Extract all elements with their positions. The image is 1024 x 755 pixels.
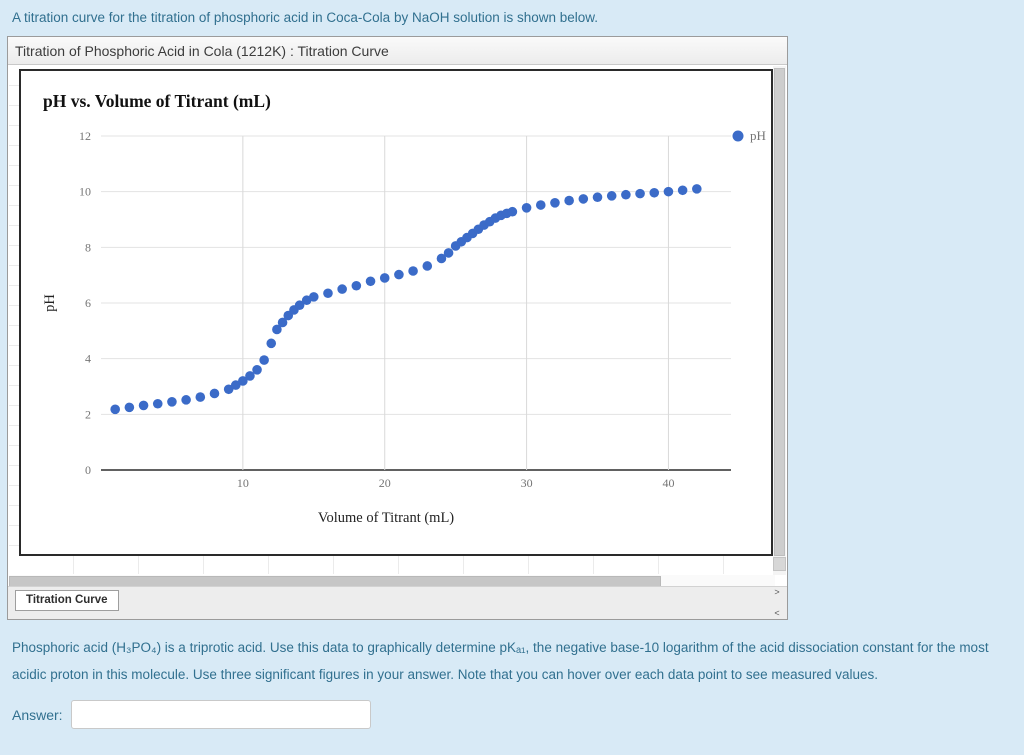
data-point[interactable] xyxy=(635,188,645,199)
data-point[interactable] xyxy=(351,280,362,291)
answer-input[interactable] xyxy=(70,700,371,729)
data-point[interactable] xyxy=(167,397,177,407)
data-point[interactable] xyxy=(535,200,546,210)
data-point[interactable] xyxy=(138,400,149,411)
data-point[interactable] xyxy=(272,324,282,335)
sheet-tab-bar: Titration Curve > < xyxy=(8,586,787,619)
answer-label: Answer: xyxy=(12,706,63,723)
data-point[interactable] xyxy=(181,395,191,405)
x-axis-title: Volume of Titrant (mL) xyxy=(318,510,454,526)
data-point[interactable] xyxy=(195,392,206,402)
data-point[interactable] xyxy=(323,288,333,299)
legend-label: pH xyxy=(750,128,766,143)
vertical-scrollbar[interactable] xyxy=(773,66,786,575)
data-point[interactable] xyxy=(266,338,277,349)
x-tick-label: 10 xyxy=(237,476,249,490)
data-point[interactable] xyxy=(507,206,518,217)
data-point[interactable] xyxy=(521,203,532,213)
data-point[interactable] xyxy=(621,189,631,200)
legend-marker-icon xyxy=(732,130,744,142)
y-tick-label: 10 xyxy=(79,185,91,199)
data-point[interactable] xyxy=(649,187,660,198)
data-point[interactable] xyxy=(436,253,447,264)
intro-text: A titration curve for the titration of p… xyxy=(12,10,599,25)
spreadsheet-column-lines xyxy=(9,556,775,574)
vertical-scrollbar-thumb[interactable] xyxy=(774,68,785,556)
data-point[interactable] xyxy=(550,198,560,208)
data-point[interactable] xyxy=(230,380,241,390)
data-point[interactable] xyxy=(124,402,135,413)
answer-row: Answer: xyxy=(12,700,371,729)
data-point[interactable] xyxy=(259,355,269,365)
data-point[interactable] xyxy=(677,185,688,196)
y-tick-label: 4 xyxy=(85,352,91,366)
y-tick-label: 0 xyxy=(85,463,91,477)
x-tick-label: 30 xyxy=(521,476,533,490)
y-tick-label: 6 xyxy=(85,296,91,310)
window-title: Titration of Phosphoric Acid in Cola (12… xyxy=(15,42,389,59)
question-text: Phosphoric acid (H₃PO₄) is a triprotic a… xyxy=(12,640,989,682)
data-point[interactable] xyxy=(692,184,702,194)
data-point[interactable] xyxy=(294,300,305,311)
y-tick-label: 12 xyxy=(79,129,91,143)
data-point[interactable] xyxy=(408,266,418,276)
tab-scroll-left-icon[interactable]: < xyxy=(774,608,780,618)
data-point[interactable] xyxy=(379,273,390,283)
scrollbar-corner xyxy=(773,557,786,571)
data-point[interactable] xyxy=(663,186,674,197)
data-point[interactable] xyxy=(422,261,433,271)
data-point[interactable] xyxy=(443,248,454,258)
tab-scroll-right-icon[interactable]: > xyxy=(774,587,780,597)
chart-canvas: 0 2 4 6 8 10 12 10 20 30 40 Volume of Titrant (mL) p… xyxy=(42,128,766,526)
tab-titration-curve[interactable]: Titration Curve xyxy=(15,590,119,611)
data-point[interactable] xyxy=(209,388,220,399)
data-point[interactable] xyxy=(238,376,248,386)
data-point[interactable] xyxy=(252,365,262,375)
data-point[interactable] xyxy=(308,292,319,302)
data-point[interactable] xyxy=(394,269,404,280)
data-point[interactable] xyxy=(337,284,347,294)
data-point[interactable] xyxy=(564,195,574,206)
chart-viewer-window: Titration of Phosphoric Acid in Cola (12… xyxy=(7,36,788,620)
y-tick-label: 8 xyxy=(85,240,91,254)
spreadsheet-row-lines xyxy=(9,66,19,572)
x-tick-label: 40 xyxy=(662,476,674,490)
data-point[interactable] xyxy=(592,192,603,203)
y-tick-label: 2 xyxy=(85,407,91,421)
x-tick-label: 20 xyxy=(379,476,391,490)
chart-frame: pH vs. Volume of Titrant (mL) 0 2 4 6 8 10 12 1… xyxy=(19,69,773,556)
data-point[interactable] xyxy=(223,384,234,395)
window-titlebar: Titration of Phosphoric Acid in Cola (12… xyxy=(8,37,787,65)
chart-title: pH vs. Volume of Titrant (mL) xyxy=(43,91,271,111)
data-point[interactable] xyxy=(277,317,288,328)
data-point[interactable] xyxy=(365,276,376,287)
y-axis-title: pH xyxy=(42,294,58,312)
data-point[interactable] xyxy=(110,404,120,415)
data-point[interactable] xyxy=(606,191,617,201)
data-point[interactable] xyxy=(245,371,255,381)
data-point[interactable] xyxy=(152,398,163,409)
data-point[interactable] xyxy=(578,194,589,204)
